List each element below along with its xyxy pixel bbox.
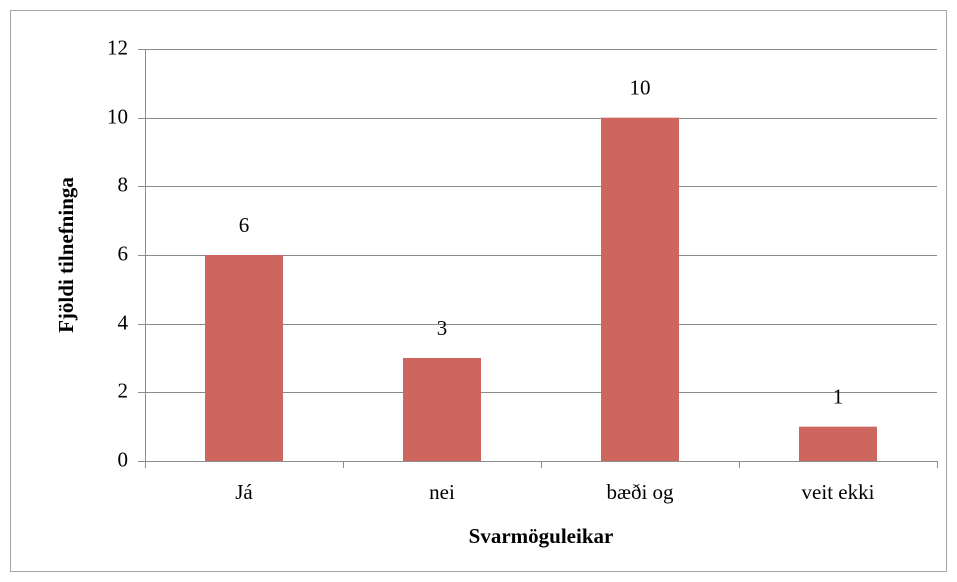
y-axis-label: Fjöldi tilnefninga bbox=[54, 177, 78, 333]
y-tick-label: 8 bbox=[118, 172, 129, 196]
value-label: 3 bbox=[437, 316, 448, 340]
y-tick-label: 2 bbox=[118, 378, 129, 402]
x-tick-label: Já bbox=[235, 480, 253, 504]
bar bbox=[205, 255, 283, 461]
y-tick-label: 6 bbox=[118, 241, 129, 265]
value-label: 1 bbox=[833, 384, 844, 408]
bar bbox=[403, 358, 481, 461]
x-tick-label: nei bbox=[429, 480, 455, 504]
x-axis-label: Svarmöguleikar bbox=[469, 524, 614, 548]
x-tick-label: bæði og bbox=[606, 480, 674, 504]
bar bbox=[799, 426, 877, 461]
y-tick-label: 12 bbox=[107, 35, 128, 59]
y-tick-label: 0 bbox=[118, 447, 129, 471]
value-label: 6 bbox=[239, 213, 250, 237]
x-tick-label: veit ekki bbox=[802, 480, 875, 504]
y-tick-label: 10 bbox=[107, 104, 128, 128]
chart-border bbox=[10, 10, 947, 572]
y-tick-label: 4 bbox=[118, 310, 129, 334]
bar bbox=[601, 117, 679, 462]
value-label: 10 bbox=[630, 75, 651, 99]
